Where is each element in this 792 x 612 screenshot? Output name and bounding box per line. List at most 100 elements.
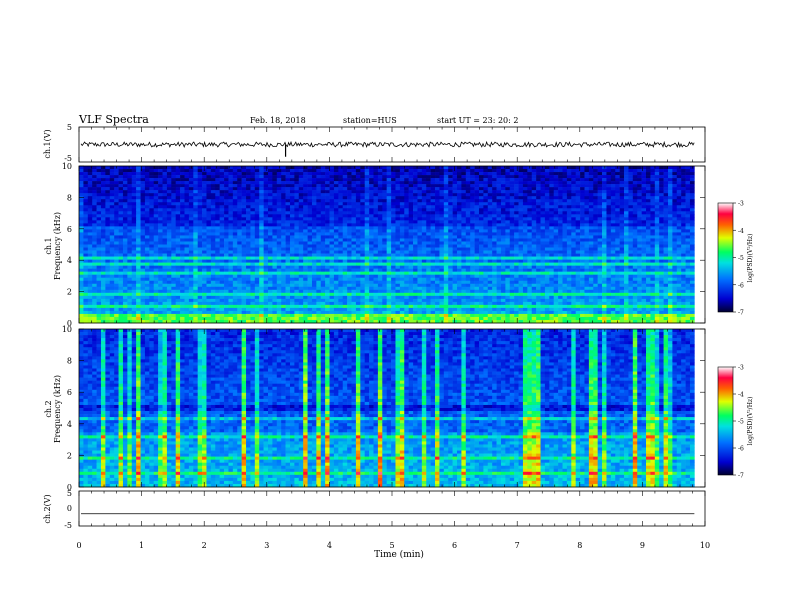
spectrogram-cell (241, 208, 247, 212)
spectrogram-cell (478, 187, 484, 191)
spectrogram-cell (127, 214, 133, 218)
spectrogram-cell (180, 205, 185, 209)
spectrogram-cell (241, 199, 247, 203)
spectrogram-cell (215, 232, 220, 236)
spectrogram-cell (175, 205, 181, 209)
spectrogram-cell (316, 268, 322, 272)
spectrogram-cell (624, 241, 629, 245)
spectrogram-cell (540, 172, 546, 176)
spectrogram-cell (268, 178, 273, 182)
spectrogram-cell (153, 169, 159, 173)
spectrogram-cell (382, 166, 387, 170)
spectrogram-cell (158, 253, 163, 257)
spectrogram-cell (175, 217, 181, 221)
spectrogram-cell (641, 256, 647, 260)
spectrogram-cell (184, 178, 190, 182)
spectrogram-cell (654, 187, 660, 191)
spectrogram-cell (382, 253, 387, 257)
spectrogram-cell (224, 205, 229, 209)
spectrogram-cell (641, 175, 647, 179)
spectrogram-cell (298, 181, 304, 185)
spectrogram-cell (408, 199, 414, 203)
spectrogram-cell (364, 178, 370, 182)
spectrogram-cell (377, 193, 383, 197)
spectrogram-cell (522, 223, 528, 227)
spectrogram-cell (254, 193, 260, 197)
spectrogram-cell (646, 181, 651, 185)
spectrogram-cell (514, 190, 519, 194)
spectrogram-cell (580, 178, 585, 182)
spectrogram-cell (632, 259, 638, 263)
spectrogram-cell (527, 193, 533, 197)
spectrogram-cell (487, 199, 493, 203)
spectrogram-cell (153, 244, 159, 248)
spectrogram-cell (478, 172, 484, 176)
spectrogram-cell (646, 262, 651, 266)
spectrogram-cell (417, 190, 423, 194)
spectrogram-cell (351, 217, 357, 221)
spectrogram-cell (610, 268, 616, 272)
spectrogram-cell (364, 172, 370, 176)
spectrogram-cell (83, 172, 89, 176)
spectrogram-cell (338, 169, 344, 173)
spectrogram-cell (237, 253, 242, 257)
spectrogram-cell (219, 247, 225, 251)
spectrogram-cell (575, 169, 581, 173)
spectrogram-cell (127, 220, 133, 224)
spectrogram-cell (470, 229, 475, 233)
spectrogram-cell (373, 193, 379, 197)
spectrogram-cell (79, 190, 84, 194)
spectrogram-cell (421, 169, 427, 173)
spectrogram-cell (496, 256, 502, 260)
spectrogram-cell (162, 238, 168, 242)
spectrogram-cell (395, 205, 401, 209)
spectrogram-cell (329, 256, 335, 260)
spectrogram-cell (619, 208, 625, 212)
spectrogram-cell (505, 250, 511, 254)
spectrogram-cell (624, 181, 629, 185)
spectrogram-cell (325, 166, 330, 170)
spectrogram-cell (689, 220, 695, 224)
spectrogram-cell (457, 202, 462, 206)
spectrogram-cell (316, 172, 322, 176)
spectrogram-cell (487, 175, 493, 179)
spectrogram-cell (641, 259, 647, 263)
spectrogram-cell (215, 175, 220, 179)
spectrogram-cell (298, 268, 304, 272)
spectrogram-cell (100, 193, 106, 197)
spectrogram-cell (606, 166, 612, 170)
spectrogram-cell (659, 187, 664, 191)
spectrogram-cell (646, 202, 651, 206)
spectrogram-cell (118, 223, 124, 227)
spectrogram-cell (219, 229, 225, 233)
spectrogram-cell (544, 184, 550, 188)
spectrogram-cell (162, 199, 168, 203)
spectrogram-cell (351, 229, 357, 233)
spectrogram-cell (162, 262, 168, 266)
spectrogram-cell (320, 256, 326, 260)
spectrogram-cell (136, 202, 141, 206)
spectrogram-cell (386, 196, 392, 200)
spectrogram-cell (175, 196, 181, 200)
spectrogram-cell (122, 241, 128, 245)
spectrogram-cell (483, 223, 489, 227)
spectrogram-cell (237, 232, 242, 236)
spectrogram-cell (232, 253, 238, 257)
spectrogram-cell (496, 169, 502, 173)
spectrogram-cell (325, 208, 330, 212)
spectrogram-cell (549, 178, 555, 182)
spectrogram-cell (413, 208, 418, 212)
spectrogram-cell (219, 268, 225, 272)
spectrogram-cell (215, 217, 220, 221)
spectrogram-cell (87, 223, 93, 227)
spectrogram-cell (140, 172, 146, 176)
spectrogram-cell (268, 193, 273, 197)
spectrogram-cell (421, 265, 427, 269)
spectrogram-cell (505, 199, 511, 203)
spectrogram-cell (553, 211, 559, 215)
spectrogram-cell (188, 226, 194, 230)
spectrogram-cell (316, 208, 322, 212)
spectrogram-cell (158, 259, 163, 263)
spectrogram-cell (237, 166, 242, 170)
spectrogram-cell (395, 229, 401, 233)
